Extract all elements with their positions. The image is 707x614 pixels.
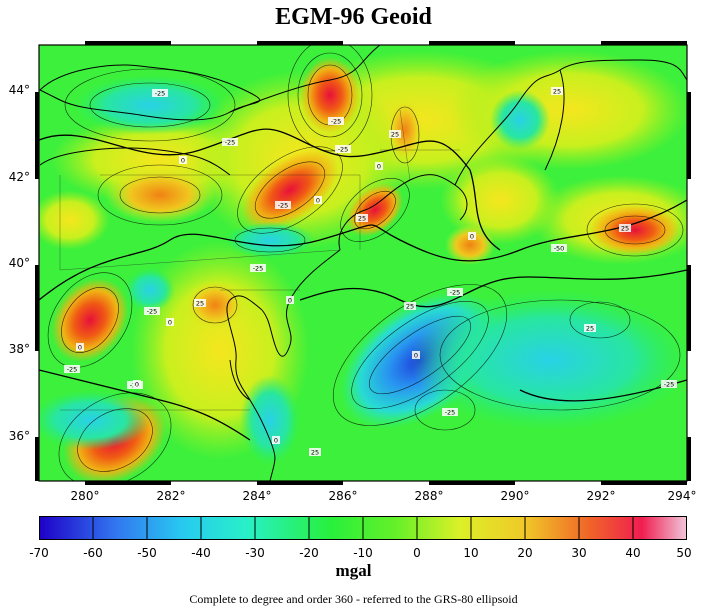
lat-label-40: 40°	[8, 256, 30, 270]
svg-text:25: 25	[391, 131, 399, 139]
contour-label: 25	[404, 302, 416, 311]
contour-label: 25	[194, 299, 206, 308]
svg-text:25: 25	[311, 449, 319, 457]
svg-text:-50: -50	[554, 245, 565, 253]
caption: Complete to degree and order 360 - refer…	[189, 592, 518, 606]
svg-text:0: 0	[414, 352, 418, 360]
svg-text:0: 0	[470, 233, 474, 241]
contour-label: -25	[250, 264, 266, 273]
contour-label: 0	[179, 156, 187, 165]
svg-text:-25: -25	[253, 265, 264, 273]
contour-label: 25	[309, 448, 321, 457]
contour-label: -25	[442, 408, 458, 417]
lon-label-292: 292°	[586, 489, 616, 503]
colorbar-label-n60: -60	[83, 546, 103, 560]
svg-text:-25: -25	[67, 366, 78, 374]
map-frame	[38, 44, 688, 482]
svg-text:25: 25	[406, 303, 414, 311]
svg-text:-25: -25	[450, 289, 461, 297]
contour-label: 0	[468, 232, 476, 241]
svg-text:0: 0	[135, 381, 139, 389]
contour-label: 0	[412, 351, 420, 360]
svg-text:25: 25	[621, 225, 629, 233]
contour-label: -25	[335, 145, 351, 154]
contour-label: 25	[356, 214, 368, 223]
lon-label-282: 282°	[156, 489, 186, 503]
colorbar-unit: mgal	[335, 561, 372, 580]
lon-label-294: 294°	[667, 489, 697, 503]
contour-label-layer: -25 -25 0 -25 -25 0 -25 25 0 25 0 -25 25 0 -25 0 -25 0 -25…	[64, 87, 677, 457]
contour-label: 0	[375, 162, 383, 171]
svg-text:0: 0	[288, 297, 292, 305]
colorbar-label-50: 50	[676, 546, 692, 560]
contour-label: -25	[222, 138, 238, 147]
colorbar-ticks	[92, 516, 634, 540]
colorbar-label-n70: -70	[29, 546, 49, 560]
contour-label: -25	[275, 201, 291, 210]
contour-label: 25	[551, 87, 563, 96]
lat-label-44: 44°	[8, 83, 30, 97]
svg-text:25: 25	[358, 215, 366, 223]
svg-text:0: 0	[377, 163, 381, 171]
colorbar-label-n10: -10	[353, 546, 373, 560]
svg-text:25: 25	[196, 300, 204, 308]
contour-label: -25	[152, 89, 168, 98]
lon-label-280: 280°	[70, 489, 100, 503]
contour-label: -50	[551, 244, 567, 253]
svg-text:25: 25	[553, 88, 561, 96]
contour-label: 0	[272, 436, 280, 445]
contour-label: 25	[389, 130, 401, 139]
colorbar-label-40: 40	[625, 546, 641, 560]
state-borders	[59, 109, 460, 411]
contour-label: 0	[166, 318, 174, 327]
svg-text:-25: -25	[331, 118, 342, 126]
contour-label: -25	[447, 288, 463, 297]
svg-text:-25: -25	[338, 146, 349, 154]
svg-text:0: 0	[316, 197, 320, 205]
lat-label-38: 38°	[8, 342, 30, 356]
colorbar-label-n40: -40	[191, 546, 211, 560]
lon-label-290: 290°	[500, 489, 530, 503]
colorbar-label-30: 30	[571, 546, 587, 560]
colorbar	[39, 516, 687, 540]
svg-text:0: 0	[181, 157, 185, 165]
contour-label: 25	[584, 324, 596, 333]
contour-label: -25	[328, 117, 344, 126]
map-frame-ticks	[35, 41, 691, 485]
contour-label: 0	[133, 380, 141, 389]
svg-text:0: 0	[274, 437, 278, 445]
contour-label: 0	[314, 196, 322, 205]
colorbar-label-n30: -30	[245, 546, 265, 560]
lat-label-36: 36°	[8, 429, 30, 443]
contour-label: -25	[661, 380, 677, 389]
colorbar-label-10: 10	[463, 546, 479, 560]
svg-text:25: 25	[586, 325, 594, 333]
coastlines	[39, 45, 687, 481]
svg-text:-25: -25	[664, 381, 675, 389]
colorbar-label-n20: -20	[299, 546, 319, 560]
contour-label: 0	[286, 296, 294, 305]
svg-text:-25: -25	[225, 139, 236, 147]
contour-label: -25	[64, 365, 80, 374]
colorbar-label-n50: -50	[137, 546, 157, 560]
svg-text:-25: -25	[445, 409, 456, 417]
svg-text:-25: -25	[147, 308, 158, 316]
svg-text:0: 0	[168, 319, 172, 327]
colorbar-label-20: 20	[517, 546, 533, 560]
lon-label-286: 286°	[328, 489, 358, 503]
contour-label: -25	[144, 307, 160, 316]
lon-label-288: 288°	[414, 489, 444, 503]
contour-label: 0	[76, 343, 84, 352]
svg-text:-25: -25	[278, 202, 289, 210]
svg-text:0: 0	[78, 344, 82, 352]
lat-label-42: 42°	[8, 170, 30, 184]
lon-label-284: 284°	[242, 489, 272, 503]
svg-text:-25: -25	[155, 90, 166, 98]
geoid-field	[39, 45, 687, 481]
contour-label: 25	[619, 224, 631, 233]
colorbar-label-0: 0	[413, 546, 421, 560]
map-title: EGM-96 Geoid	[275, 4, 432, 30]
